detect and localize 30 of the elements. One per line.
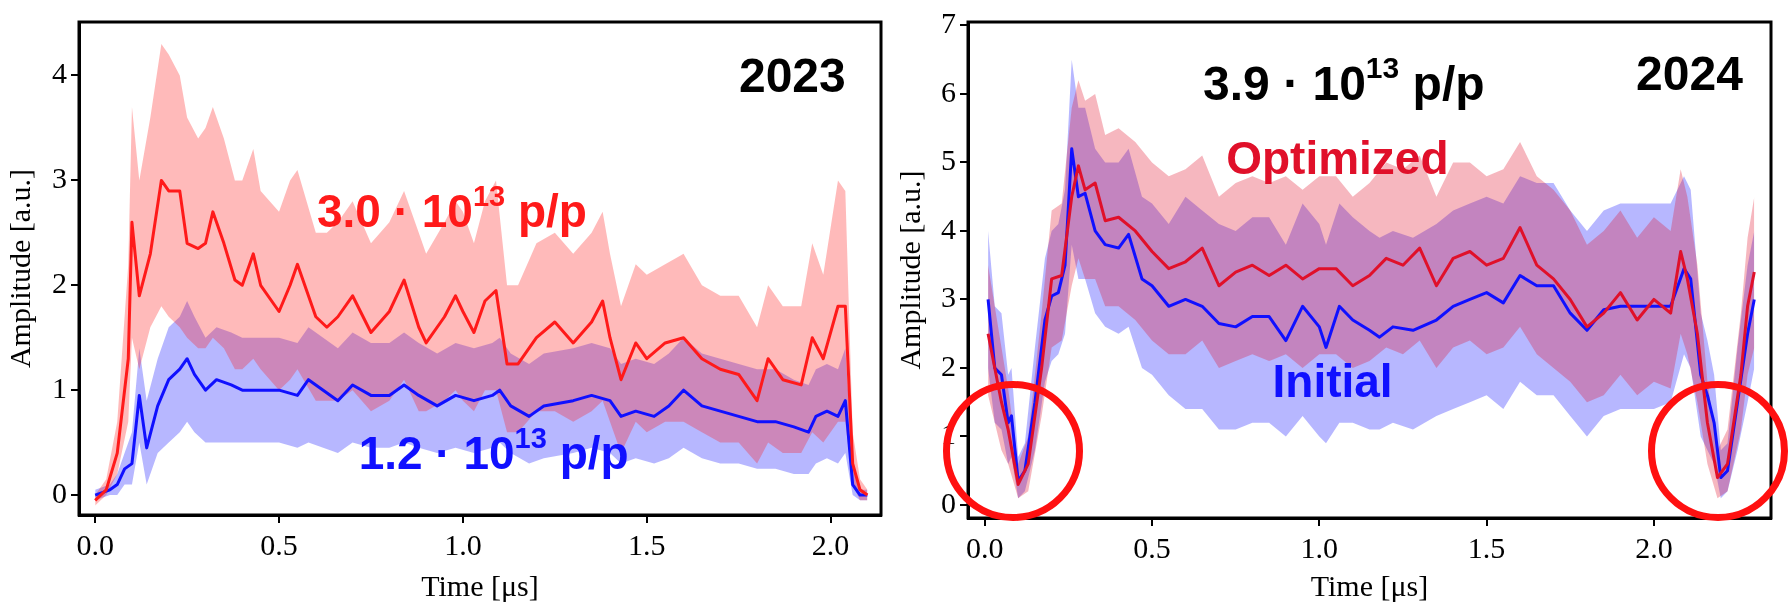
x-tick-label: 0.0 <box>965 530 1004 564</box>
y-tick-label: 0 <box>941 485 956 519</box>
annotation: 2024 <box>1636 46 1744 100</box>
series-label: Initial <box>1272 354 1393 407</box>
x-tick-label: 1.5 <box>1467 530 1506 564</box>
y-axis-title: Amplitude [a.u.] <box>2 168 36 369</box>
y-tick-label: 7 <box>941 6 956 40</box>
y-tick-label: 5 <box>941 143 956 177</box>
y-tick-label: 4 <box>941 211 956 245</box>
y-tick-label: 4 <box>52 56 67 90</box>
y-tick-label: 6 <box>941 74 956 108</box>
x-tick-label: 0.0 <box>76 527 114 561</box>
y-tick-label: 3 <box>52 161 67 195</box>
y-axis-title: Amplitude [a.u.] <box>892 170 926 370</box>
x-axis-title: Time [μs] <box>421 568 539 602</box>
annotation: 2023 <box>738 49 846 103</box>
x-tick-label: 1.0 <box>1300 530 1339 564</box>
y-tick-label: 0 <box>52 475 67 509</box>
y-tick-label: 1 <box>52 371 67 405</box>
x-tick-label: 0.5 <box>260 527 298 561</box>
x-tick-label: 1.5 <box>628 527 666 561</box>
series-label: Optimized <box>1226 131 1449 184</box>
x-tick-label: 2.0 <box>811 527 850 561</box>
y-tick-label: 3 <box>941 280 956 314</box>
x-tick-label: 1.0 <box>444 527 482 561</box>
x-tick-label: 0.5 <box>1133 530 1171 564</box>
y-tick-label: 2 <box>52 266 67 300</box>
y-tick-label: 2 <box>941 348 956 382</box>
x-axis-title: Time [μs] <box>1310 568 1429 602</box>
x-tick-label: 2.0 <box>1635 530 1673 564</box>
